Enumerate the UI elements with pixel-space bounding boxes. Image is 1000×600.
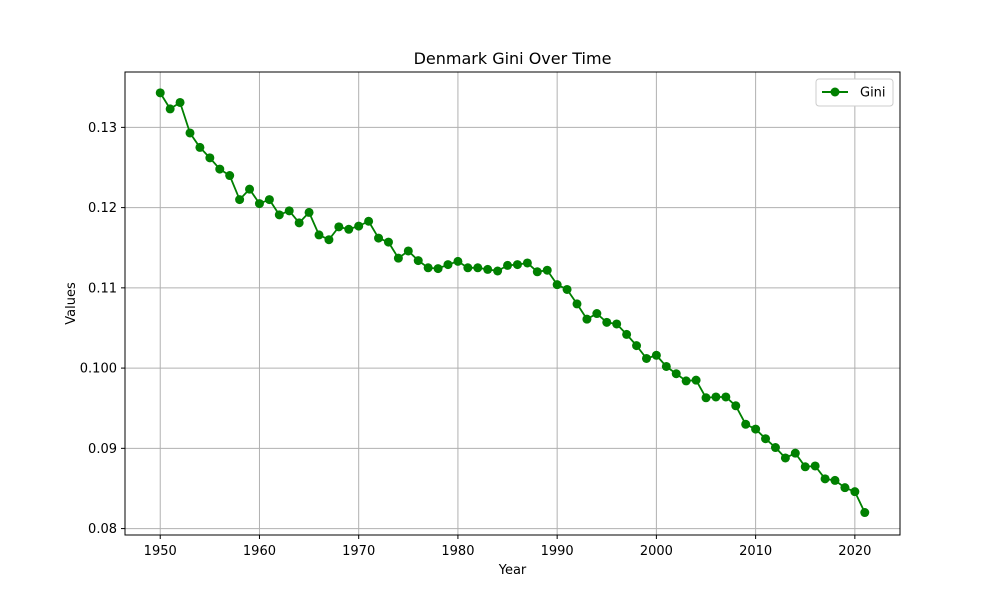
data-point — [413, 256, 423, 266]
data-point — [641, 353, 651, 363]
data-point — [602, 317, 612, 327]
plot-frame — [124, 71, 901, 536]
axis-layer: 1950 1960 1970 1980 1990 2000 2010 2020 0.08 0.09… — [80, 121, 872, 559]
data-point — [354, 221, 364, 231]
data-point — [165, 104, 175, 114]
data-point — [483, 264, 493, 274]
data-point — [592, 309, 602, 319]
data-point — [205, 153, 215, 163]
data-point — [443, 260, 453, 270]
data-point — [810, 461, 820, 471]
data-point — [374, 233, 384, 243]
y-tick-label: 0.13 — [88, 121, 117, 136]
data-point — [721, 392, 731, 402]
grid-layer — [125, 72, 900, 535]
data-point — [463, 263, 473, 273]
x-tick-label: 1990 — [541, 544, 574, 559]
data-point — [284, 206, 294, 216]
x-tick-label: 2010 — [739, 544, 772, 559]
data-point — [393, 253, 403, 263]
data-point — [175, 97, 185, 107]
y-tick-label: 0.08 — [88, 522, 117, 537]
data-point — [800, 462, 810, 472]
x-tick-label: 1960 — [243, 544, 276, 559]
data-point — [304, 207, 314, 217]
data-point — [364, 216, 374, 226]
data-point — [751, 424, 761, 434]
data-point — [423, 263, 433, 273]
data-point — [503, 260, 513, 270]
data-point — [512, 260, 522, 270]
y-tick-label: 0.12 — [88, 201, 117, 216]
data-point — [790, 448, 800, 458]
data-point — [235, 195, 245, 205]
data-point — [632, 341, 642, 351]
data-point — [651, 350, 661, 360]
data-point — [731, 401, 741, 411]
data-point — [562, 284, 572, 294]
data-point — [711, 392, 721, 402]
y-tick-label: 0.11 — [88, 281, 117, 296]
data-point — [572, 299, 582, 309]
x-axis-label: Year — [498, 563, 527, 578]
data-point — [344, 224, 354, 234]
legend-box — [815, 78, 894, 107]
x-tick-label: 2000 — [640, 544, 673, 559]
data-point — [195, 142, 205, 152]
legend: Gini — [815, 78, 894, 107]
data-point — [215, 164, 225, 174]
y-tick-label: 0.09 — [88, 442, 117, 457]
data-point — [522, 258, 532, 268]
data-point — [185, 128, 195, 138]
data-point — [155, 88, 165, 98]
data-point — [245, 184, 255, 194]
x-tick-label: 1970 — [342, 544, 375, 559]
data-point — [225, 171, 235, 181]
x-tick-label: 2020 — [838, 544, 871, 559]
data-point — [741, 419, 751, 429]
chart-title: Denmark Gini Over Time — [414, 49, 612, 68]
x-tick-label: 1950 — [144, 544, 177, 559]
data-point — [403, 246, 413, 256]
data-point — [780, 453, 790, 463]
data-point — [532, 267, 542, 277]
data-point — [681, 376, 691, 386]
data-point — [542, 265, 552, 275]
data-point — [761, 434, 771, 444]
data-point — [254, 199, 264, 209]
data-point — [314, 230, 324, 240]
data-point — [552, 280, 562, 290]
data-point — [294, 218, 304, 228]
legend-entry-gini: Gini — [860, 86, 886, 101]
data-point — [671, 369, 681, 379]
legend-marker-swatch — [830, 87, 840, 97]
data-point — [661, 361, 671, 371]
data-point — [493, 266, 503, 276]
data-point — [324, 235, 334, 245]
data-point — [612, 319, 622, 329]
data-point — [582, 314, 592, 324]
data-point — [830, 475, 840, 485]
data-point — [433, 264, 443, 274]
data-point — [383, 237, 393, 247]
data-point — [334, 222, 344, 232]
data-point — [701, 393, 711, 403]
data-point — [770, 443, 780, 453]
y-axis-label: Values — [64, 282, 79, 325]
data-point — [264, 195, 274, 205]
data-point — [473, 263, 483, 273]
x-tick-label: 1980 — [441, 544, 474, 559]
data-point — [840, 483, 850, 493]
data-point — [850, 487, 860, 497]
y-tick-label: 0.100 — [80, 362, 117, 377]
data-point — [820, 474, 830, 484]
data-point — [274, 210, 284, 220]
data-point — [622, 329, 632, 339]
data-point — [860, 508, 870, 518]
series-layer — [155, 88, 870, 518]
data-point — [691, 375, 701, 385]
data-point — [453, 256, 463, 266]
